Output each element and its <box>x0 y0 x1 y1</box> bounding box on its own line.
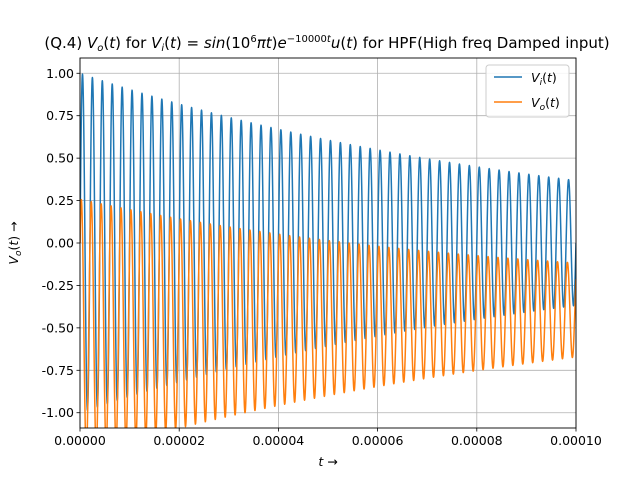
y-tick-label: -0.75 <box>42 363 74 378</box>
chart-title-text: (Q.4) Vo(t) for Vi(t) = sin(106πt)e−1000… <box>44 34 609 54</box>
legend-label-vi: Vi(t) <box>531 70 557 88</box>
y-tick-label: 1.00 <box>46 66 74 81</box>
x-tick-label: 0.00004 <box>253 433 305 448</box>
legend: Vi(t) Vo(t) <box>485 64 570 118</box>
y-tick-label: 0.00 <box>46 236 74 251</box>
legend-label-vo: Vo(t) <box>531 95 560 113</box>
x-axis-label: t → <box>318 454 337 469</box>
y-tick-label: 0.50 <box>46 151 74 166</box>
x-tick-label: 0.00000 <box>54 433 106 448</box>
y-tick-label: -0.25 <box>42 278 74 293</box>
x-tick-label: 0.00006 <box>352 433 404 448</box>
legend-box <box>485 64 570 118</box>
x-tick-label: 0.00002 <box>153 433 205 448</box>
x-axis-ticks: 0.00000 0.00002 0.00004 0.00006 0.00008 0.000… <box>54 428 602 448</box>
y-tick-label: 0.75 <box>46 108 74 123</box>
y-tick-label: 0.25 <box>46 193 74 208</box>
y-tick-label: -0.50 <box>42 320 74 335</box>
x-tick-label: 0.00010 <box>550 433 602 448</box>
y-tick-label: -1.00 <box>42 405 74 420</box>
chart-title: (Q.4) Vo(t) for Vi(t) = sin(106πt)e−1000… <box>44 34 609 54</box>
y-axis-ticks: -1.00 -0.75 -0.50 -0.25 0.00 0.25 0.50 0.75 1.00 <box>42 66 80 420</box>
y-axis-label: Vo(t) → <box>6 221 24 264</box>
x-tick-label: 0.00008 <box>451 433 503 448</box>
series-layer <box>80 73 576 428</box>
series-line-vo <box>80 198 576 428</box>
series-line-vi <box>80 73 576 411</box>
